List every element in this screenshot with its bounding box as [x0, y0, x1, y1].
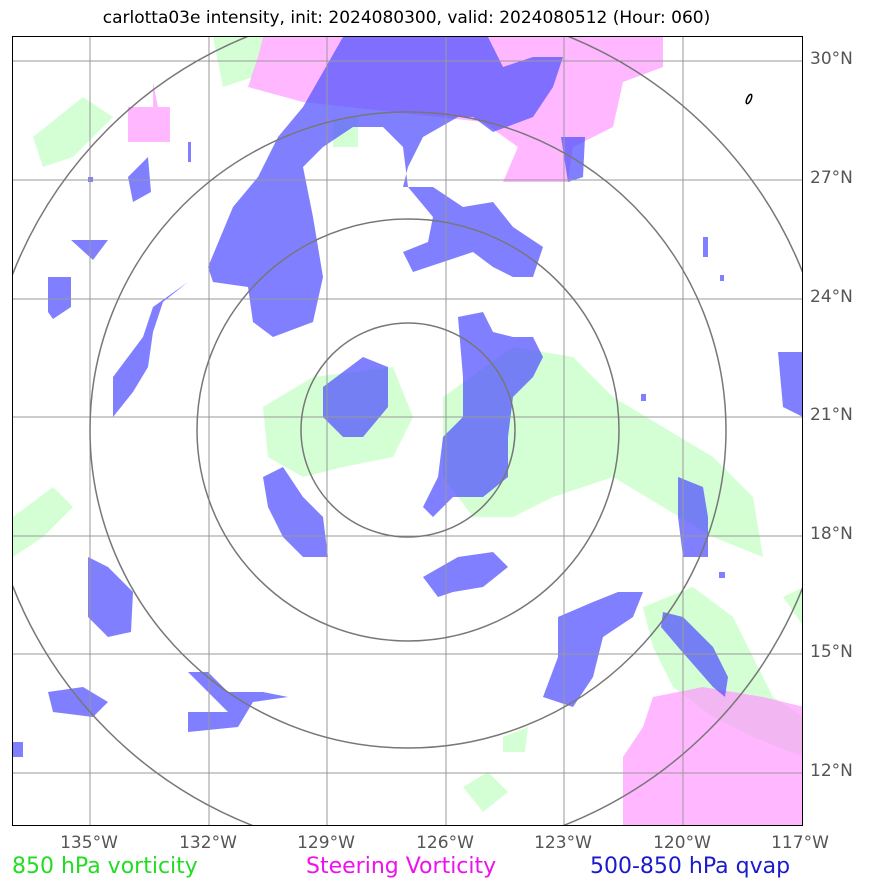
map-panel [12, 36, 803, 826]
lon-label-135w: 135°W [60, 833, 118, 853]
legend-850-vorticity: 850 hPa vorticity [12, 854, 198, 879]
lon-label-126w: 126°W [416, 833, 474, 853]
lat-label-30n: 30°N [810, 49, 853, 69]
lat-label-27n: 27°N [810, 168, 853, 188]
lon-label-123w: 123°W [534, 833, 592, 853]
lon-label-132w: 132°W [179, 833, 237, 853]
range-rings [13, 37, 802, 825]
lat-label-21n: 21°N [810, 405, 853, 425]
lat-label-24n: 24°N [810, 287, 853, 307]
lon-label-120w: 120°W [653, 833, 711, 853]
lat-label-18n: 18°N [810, 524, 853, 544]
legend-steering-vorticity: Steering Vorticity [306, 854, 497, 879]
legend-qvap: 500-850 hPa qvap [590, 854, 791, 879]
lat-label-15n: 15°N [810, 642, 853, 662]
lon-label-129w: 129°W [297, 833, 355, 853]
lon-label-117w: 117°W [771, 833, 829, 853]
lat-label-12n: 12°N [810, 761, 853, 781]
map-title: carlotta03e intensity, init: 2024080300,… [102, 8, 711, 28]
qvap-layer [13, 37, 802, 757]
contour-mark [745, 93, 753, 105]
forecast-map [13, 37, 802, 825]
